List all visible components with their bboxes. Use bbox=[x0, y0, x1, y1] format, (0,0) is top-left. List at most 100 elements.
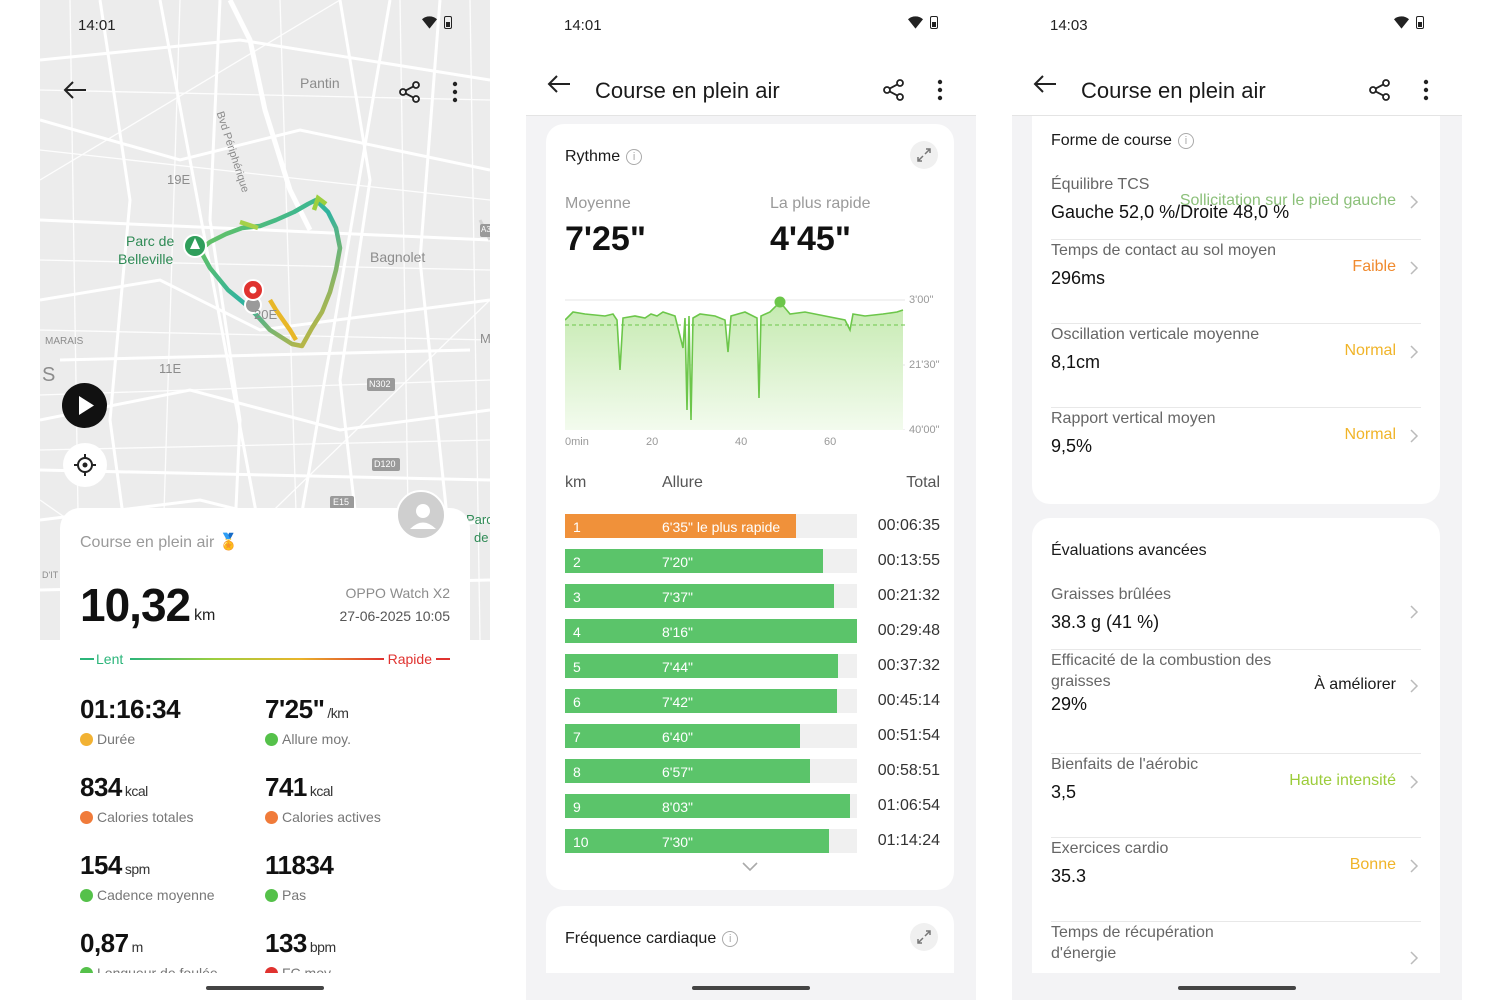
status-bar: 14:01 bbox=[40, 0, 490, 52]
y-tick-bottom: 40'00" bbox=[909, 424, 940, 436]
stat-unit: kcal bbox=[309, 783, 333, 799]
metric-item[interactable]: Graisses brûlées 38.3 g (41 %) bbox=[1051, 584, 1421, 650]
page-title: Course en plein air bbox=[1081, 78, 1266, 103]
map-label-s: S bbox=[42, 364, 56, 386]
metric-item[interactable]: Temps de contact au sol moyen 296ms Faible bbox=[1051, 240, 1421, 324]
split-pace: 6'40" bbox=[662, 729, 694, 745]
screen-activity-map: Pantin Bvd Périphérique 19E Parc de Bell… bbox=[40, 0, 490, 1000]
km-split-row[interactable]: 3 7'37" 00:21:32 bbox=[565, 584, 940, 608]
stat-item: 154 spm Cadence moyenne bbox=[80, 850, 260, 903]
metric-label: Bienfaits de l'aérobic bbox=[1051, 756, 1199, 773]
page-title: Course en plein air bbox=[595, 78, 780, 103]
metric-value: 38.3 g (41 %) bbox=[1051, 612, 1160, 632]
home-indicator[interactable] bbox=[206, 986, 324, 990]
stat-number: 741 bbox=[265, 772, 307, 802]
split-total: 00:29:48 bbox=[877, 622, 940, 639]
split-bar-fill bbox=[565, 654, 838, 678]
stat-number: 11834 bbox=[265, 850, 334, 880]
info-icon[interactable]: i bbox=[1177, 133, 1194, 149]
stat-item: 834 kcal Calories totales bbox=[80, 772, 260, 825]
metric-item[interactable]: Bienfaits de l'aérobic 3,5 Haute intensité bbox=[1051, 754, 1421, 838]
share-icon[interactable] bbox=[882, 78, 906, 102]
footsteps-icon bbox=[80, 888, 93, 902]
metric-item[interactable]: Rapport vertical moyen 9,5% Normal bbox=[1051, 408, 1421, 492]
stat-value: 154 spm bbox=[80, 850, 260, 881]
info-icon[interactable]: i bbox=[722, 931, 739, 947]
split-total: 00:58:51 bbox=[877, 762, 940, 779]
stat-number: 154 bbox=[80, 850, 122, 880]
split-bar-fill bbox=[565, 514, 796, 538]
km-split-row[interactable]: 4 8'16" 00:29:48 bbox=[565, 619, 940, 643]
metric-label: Rapport vertical moyen bbox=[1051, 410, 1216, 427]
stat-unit: spm bbox=[124, 861, 150, 877]
km-split-row[interactable]: 8 6'57" 00:58:51 bbox=[565, 759, 940, 783]
stat-label-row: Calories actives bbox=[265, 809, 445, 825]
split-pace: 8'03" bbox=[662, 799, 694, 815]
back-arrow-icon[interactable] bbox=[1032, 74, 1058, 94]
stat-label-row: Durée bbox=[80, 731, 260, 747]
chevron-right-icon bbox=[1410, 605, 1419, 619]
distance-unit: km bbox=[194, 607, 216, 624]
split-pace: 6'57" bbox=[662, 764, 694, 780]
share-icon[interactable] bbox=[398, 80, 422, 104]
metric-item[interactable]: Efficacité de la combustion des graisses… bbox=[1051, 650, 1421, 754]
metric-item[interactable]: Équilibre TCS Gauche 52,0 %/Droite 48,0 %… bbox=[1051, 174, 1421, 240]
more-icon[interactable] bbox=[446, 80, 464, 104]
medal-icon bbox=[80, 732, 93, 746]
shoe-icon bbox=[265, 888, 278, 902]
km-split-row[interactable]: 5 7'44" 00:37:32 bbox=[565, 654, 940, 678]
x-tick-20: 20 bbox=[646, 436, 659, 448]
expand-button[interactable] bbox=[910, 141, 938, 169]
metric-item[interactable]: Exercices cardio 35.3 Bonne bbox=[1051, 838, 1421, 922]
metric-label: Graisses brûlées bbox=[1051, 586, 1172, 603]
heart-rate-card: Fréquence cardiaque i bbox=[546, 906, 954, 973]
metric-item[interactable]: Oscillation verticale moyenne 8,1cm Normal bbox=[1051, 324, 1421, 408]
map-label-parc-right: Parc bbox=[466, 512, 490, 527]
stat-label: Longueur de foulée bbox=[97, 965, 218, 973]
map-label-dit: D'IT bbox=[42, 570, 59, 580]
km-split-row[interactable]: 1 6'35" le plus rapide 00:06:35 bbox=[565, 514, 940, 538]
wifi-icon bbox=[908, 16, 923, 29]
start-marker bbox=[183, 234, 207, 258]
stat-number: 133 bbox=[265, 928, 307, 958]
map-label-e15: E15 bbox=[333, 497, 350, 507]
stat-unit: m bbox=[131, 939, 144, 955]
metric-label: Équilibre TCS bbox=[1051, 176, 1150, 193]
chevron-down-icon[interactable] bbox=[742, 862, 758, 872]
stat-number: 7'25" bbox=[265, 694, 325, 724]
scale-fast-label: Rapide bbox=[387, 651, 432, 667]
stat-value: 01:16:34 bbox=[80, 694, 260, 725]
fastest-pace-value: 4'45" bbox=[770, 220, 851, 258]
more-icon[interactable] bbox=[931, 78, 949, 102]
share-icon[interactable] bbox=[1368, 78, 1392, 102]
avatar[interactable] bbox=[396, 490, 446, 540]
split-pace: 6'35" le plus rapide bbox=[662, 519, 781, 535]
km-split-row[interactable]: 9 8'03" 01:06:54 bbox=[565, 794, 940, 818]
app-bar: Course en plein air bbox=[1012, 52, 1462, 116]
km-split-row[interactable]: 7 6'40" 00:51:54 bbox=[565, 724, 940, 748]
metric-label: Exercices cardio bbox=[1051, 840, 1169, 857]
more-icon[interactable] bbox=[1417, 78, 1435, 102]
stat-label-row: FC moy. bbox=[265, 965, 445, 973]
flame-icon bbox=[265, 810, 278, 824]
pace-chart[interactable]: 3'00" 21'30" 40'00" 0min 20 40 60 bbox=[564, 290, 955, 460]
metric-status: Haute intensité bbox=[1289, 772, 1396, 789]
home-indicator[interactable] bbox=[692, 986, 810, 990]
info-icon[interactable]: i bbox=[626, 149, 643, 165]
status-time: 14:03 bbox=[1050, 17, 1088, 34]
metric-item[interactable]: Temps de récupération d'énergie bbox=[1051, 922, 1421, 973]
km-split-row[interactable]: 6 7'42" 00:45:14 bbox=[565, 689, 940, 713]
split-bar-fill bbox=[565, 619, 857, 643]
stat-label: Allure moy. bbox=[282, 731, 351, 747]
locate-button[interactable] bbox=[63, 443, 107, 487]
play-replay-button[interactable] bbox=[62, 383, 107, 428]
back-arrow-icon[interactable] bbox=[546, 74, 572, 94]
expand-button[interactable] bbox=[910, 923, 938, 951]
km-split-row[interactable]: 10 7'30" 01:14:24 bbox=[565, 829, 940, 853]
home-indicator[interactable] bbox=[1178, 986, 1296, 990]
back-arrow-icon[interactable] bbox=[62, 80, 88, 100]
km-split-row[interactable]: 2 7'20" 00:13:55 bbox=[565, 549, 940, 573]
chevron-right-icon bbox=[1410, 679, 1419, 693]
running-form-heading: Forme de course i bbox=[1051, 132, 1194, 150]
average-pace-value: 7'25" bbox=[565, 220, 646, 258]
